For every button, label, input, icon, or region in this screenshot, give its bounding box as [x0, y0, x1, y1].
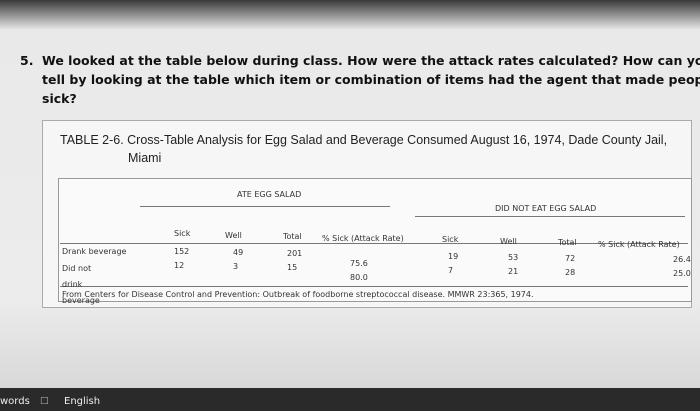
table-cell: 19 — [448, 251, 459, 261]
rule — [415, 216, 685, 217]
table-cell: 21 — [508, 267, 519, 276]
question-line: tell by looking at the table which item … — [42, 72, 700, 87]
table-cell: 15 — [287, 263, 298, 273]
row-label: Did not drink beverage — [62, 264, 100, 305]
table-cell: 80.0 — [350, 272, 368, 282]
table-cell: 53 — [508, 253, 519, 262]
row-label: Drank beverage — [62, 247, 127, 256]
table-cell: 26.4 — [673, 255, 691, 265]
language[interactable]: English — [64, 396, 101, 407]
table-cell: 201 — [287, 249, 303, 259]
table-cell: 3 — [233, 262, 239, 272]
column-header: % Sick (Attack Rate) — [598, 239, 680, 249]
table-cell: 75.6 — [350, 258, 368, 268]
table-cell: 25.0 — [673, 269, 691, 279]
source-note: From Centers for Disease Control and Pre… — [62, 290, 534, 299]
status-bar — [0, 388, 700, 411]
table-cell: 7 — [448, 265, 454, 275]
group-header: ATE EGG SALAD — [237, 190, 302, 199]
table-cell: 49 — [233, 248, 244, 258]
table-cell: 28 — [565, 268, 576, 278]
document-page: 5. We looked at the table below during c… — [0, 0, 700, 388]
column-header: Well — [500, 236, 517, 246]
question-number: 5. — [20, 53, 34, 68]
group-header: DID NOT EAT EGG SALAD — [495, 204, 597, 213]
caption-line: TABLE 2-6. Cross-Table Analysis for Egg … — [60, 133, 668, 147]
table-cell: 12 — [174, 261, 185, 270]
table-cell: 152 — [174, 247, 190, 256]
rule — [140, 206, 390, 207]
column-header: Well — [225, 230, 242, 240]
column-header: Total — [283, 232, 302, 241]
question-line: We looked at the table below during clas… — [42, 53, 700, 68]
rule — [60, 243, 688, 244]
caption-line: Miami — [128, 151, 162, 165]
rule — [60, 286, 688, 287]
table — [58, 178, 692, 302]
column-header: Sick — [442, 235, 459, 244]
table-cell: 72 — [565, 254, 576, 264]
word-count: words — [0, 396, 30, 407]
column-header: Sick — [174, 229, 191, 238]
spell-icon[interactable]: □ — [40, 396, 49, 406]
question-line: sick? — [42, 91, 77, 106]
column-header: % Sick (Attack Rate) — [322, 233, 404, 243]
column-header: Total — [558, 238, 577, 247]
